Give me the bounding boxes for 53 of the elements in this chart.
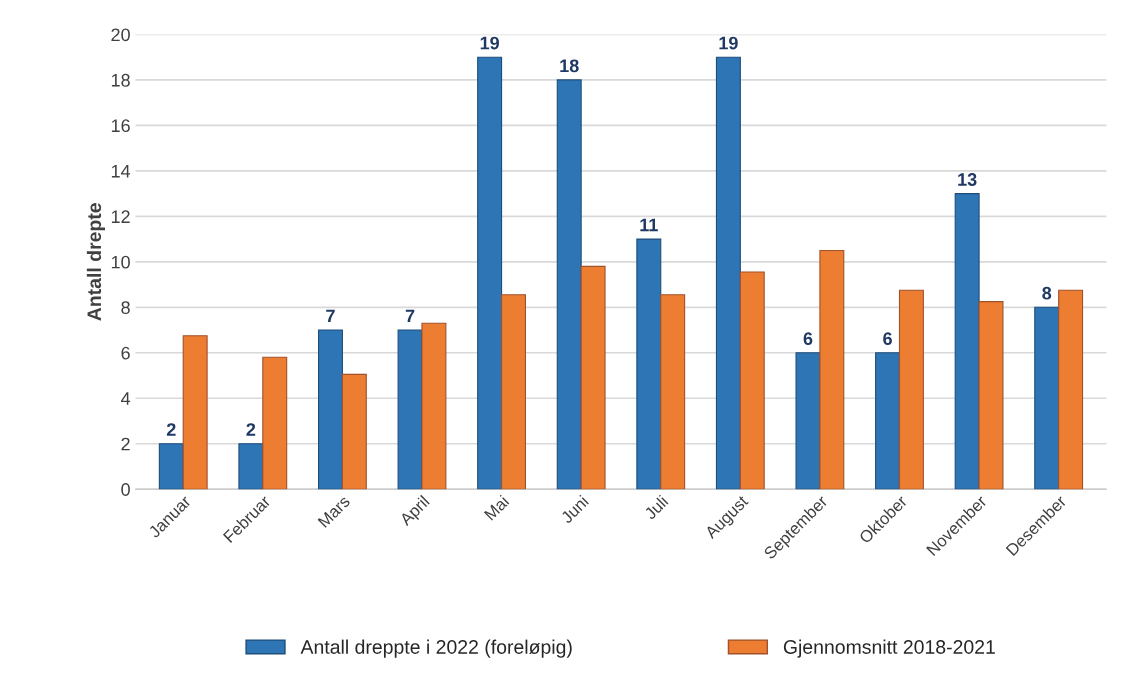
bar (819, 249, 845, 490)
bar (556, 79, 582, 490)
bar (238, 443, 264, 490)
bar (501, 294, 527, 490)
bar (182, 335, 208, 490)
bar (397, 329, 423, 490)
data-label: 19 (719, 36, 738, 50)
data-label: 13 (958, 173, 977, 186)
legend-label: Gjennomsnitt 2018-2021 (783, 639, 995, 658)
y-tick-label: 0 (121, 483, 130, 496)
y-tick-label: 12 (111, 210, 130, 223)
bar (954, 193, 980, 490)
y-tick-label: 10 (111, 255, 130, 269)
bar (317, 329, 343, 490)
data-label: 8 (1042, 286, 1052, 300)
bar (1034, 306, 1060, 490)
bar (715, 56, 741, 490)
y-tick-label: 6 (121, 346, 130, 360)
data-label: 6 (803, 332, 813, 346)
data-label: 18 (560, 59, 579, 73)
data-label: 2 (246, 423, 256, 436)
y-tick-label: 8 (121, 301, 130, 315)
bar (341, 373, 367, 490)
y-tick-label: 2 (121, 437, 130, 451)
bar (978, 301, 1004, 490)
y-axis-title: Antall drepte (86, 203, 105, 321)
bar (875, 352, 901, 490)
x-tick-label: Mai (483, 494, 510, 521)
y-tick-label: 20 (111, 28, 130, 42)
data-label: 2 (166, 423, 176, 436)
legend-label: Antall dreppte i 2022 (foreløpig) (300, 639, 572, 658)
y-tick-label: 18 (111, 73, 130, 87)
bar (262, 356, 288, 490)
data-label: 7 (326, 309, 335, 323)
y-tick-label: 4 (120, 392, 131, 405)
data-label: 6 (883, 332, 892, 346)
y-tick-label: 16 (111, 119, 130, 133)
bar (477, 56, 503, 490)
bar (1058, 289, 1084, 490)
data-label: 7 (405, 309, 415, 323)
x-tick-label: Juli (643, 494, 669, 521)
data-label: 11 (640, 218, 658, 232)
bar (636, 238, 662, 490)
bar (421, 322, 447, 490)
bar (158, 443, 184, 490)
bar (660, 294, 686, 490)
bar (739, 271, 765, 490)
data-label: 19 (480, 36, 500, 50)
bar (795, 352, 821, 490)
bar (898, 289, 924, 490)
x-tick-label: Juni (559, 494, 590, 525)
bar (580, 265, 606, 490)
y-tick-label: 14 (111, 164, 131, 178)
